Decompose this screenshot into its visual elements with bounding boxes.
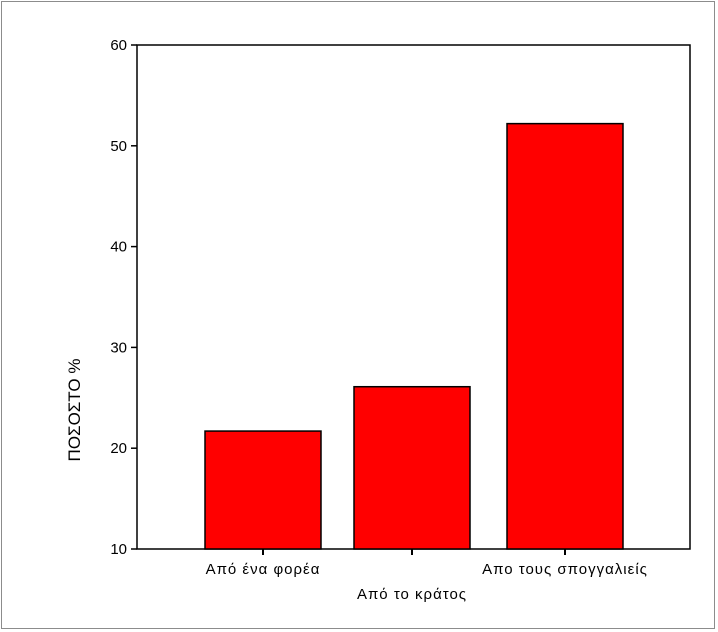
x-category-label: Απο τους σπογγαλιείς (482, 561, 648, 578)
x-category-label: Από το κράτος (357, 586, 467, 603)
bar (204, 430, 322, 550)
y-tick-label: 20 (110, 440, 127, 457)
x-category-label: Από ένα φορέα (206, 561, 321, 578)
y-tick-label: 60 (110, 37, 127, 54)
bar (353, 385, 471, 550)
bar (506, 122, 624, 550)
y-tick-label: 50 (110, 138, 127, 155)
y-tick-label: 10 (110, 541, 127, 558)
y-axis-title: ΠΟΣΟΣΤΟ % (65, 359, 84, 462)
y-tick-label: 30 (110, 339, 127, 356)
y-tick-label: 40 (110, 239, 127, 256)
